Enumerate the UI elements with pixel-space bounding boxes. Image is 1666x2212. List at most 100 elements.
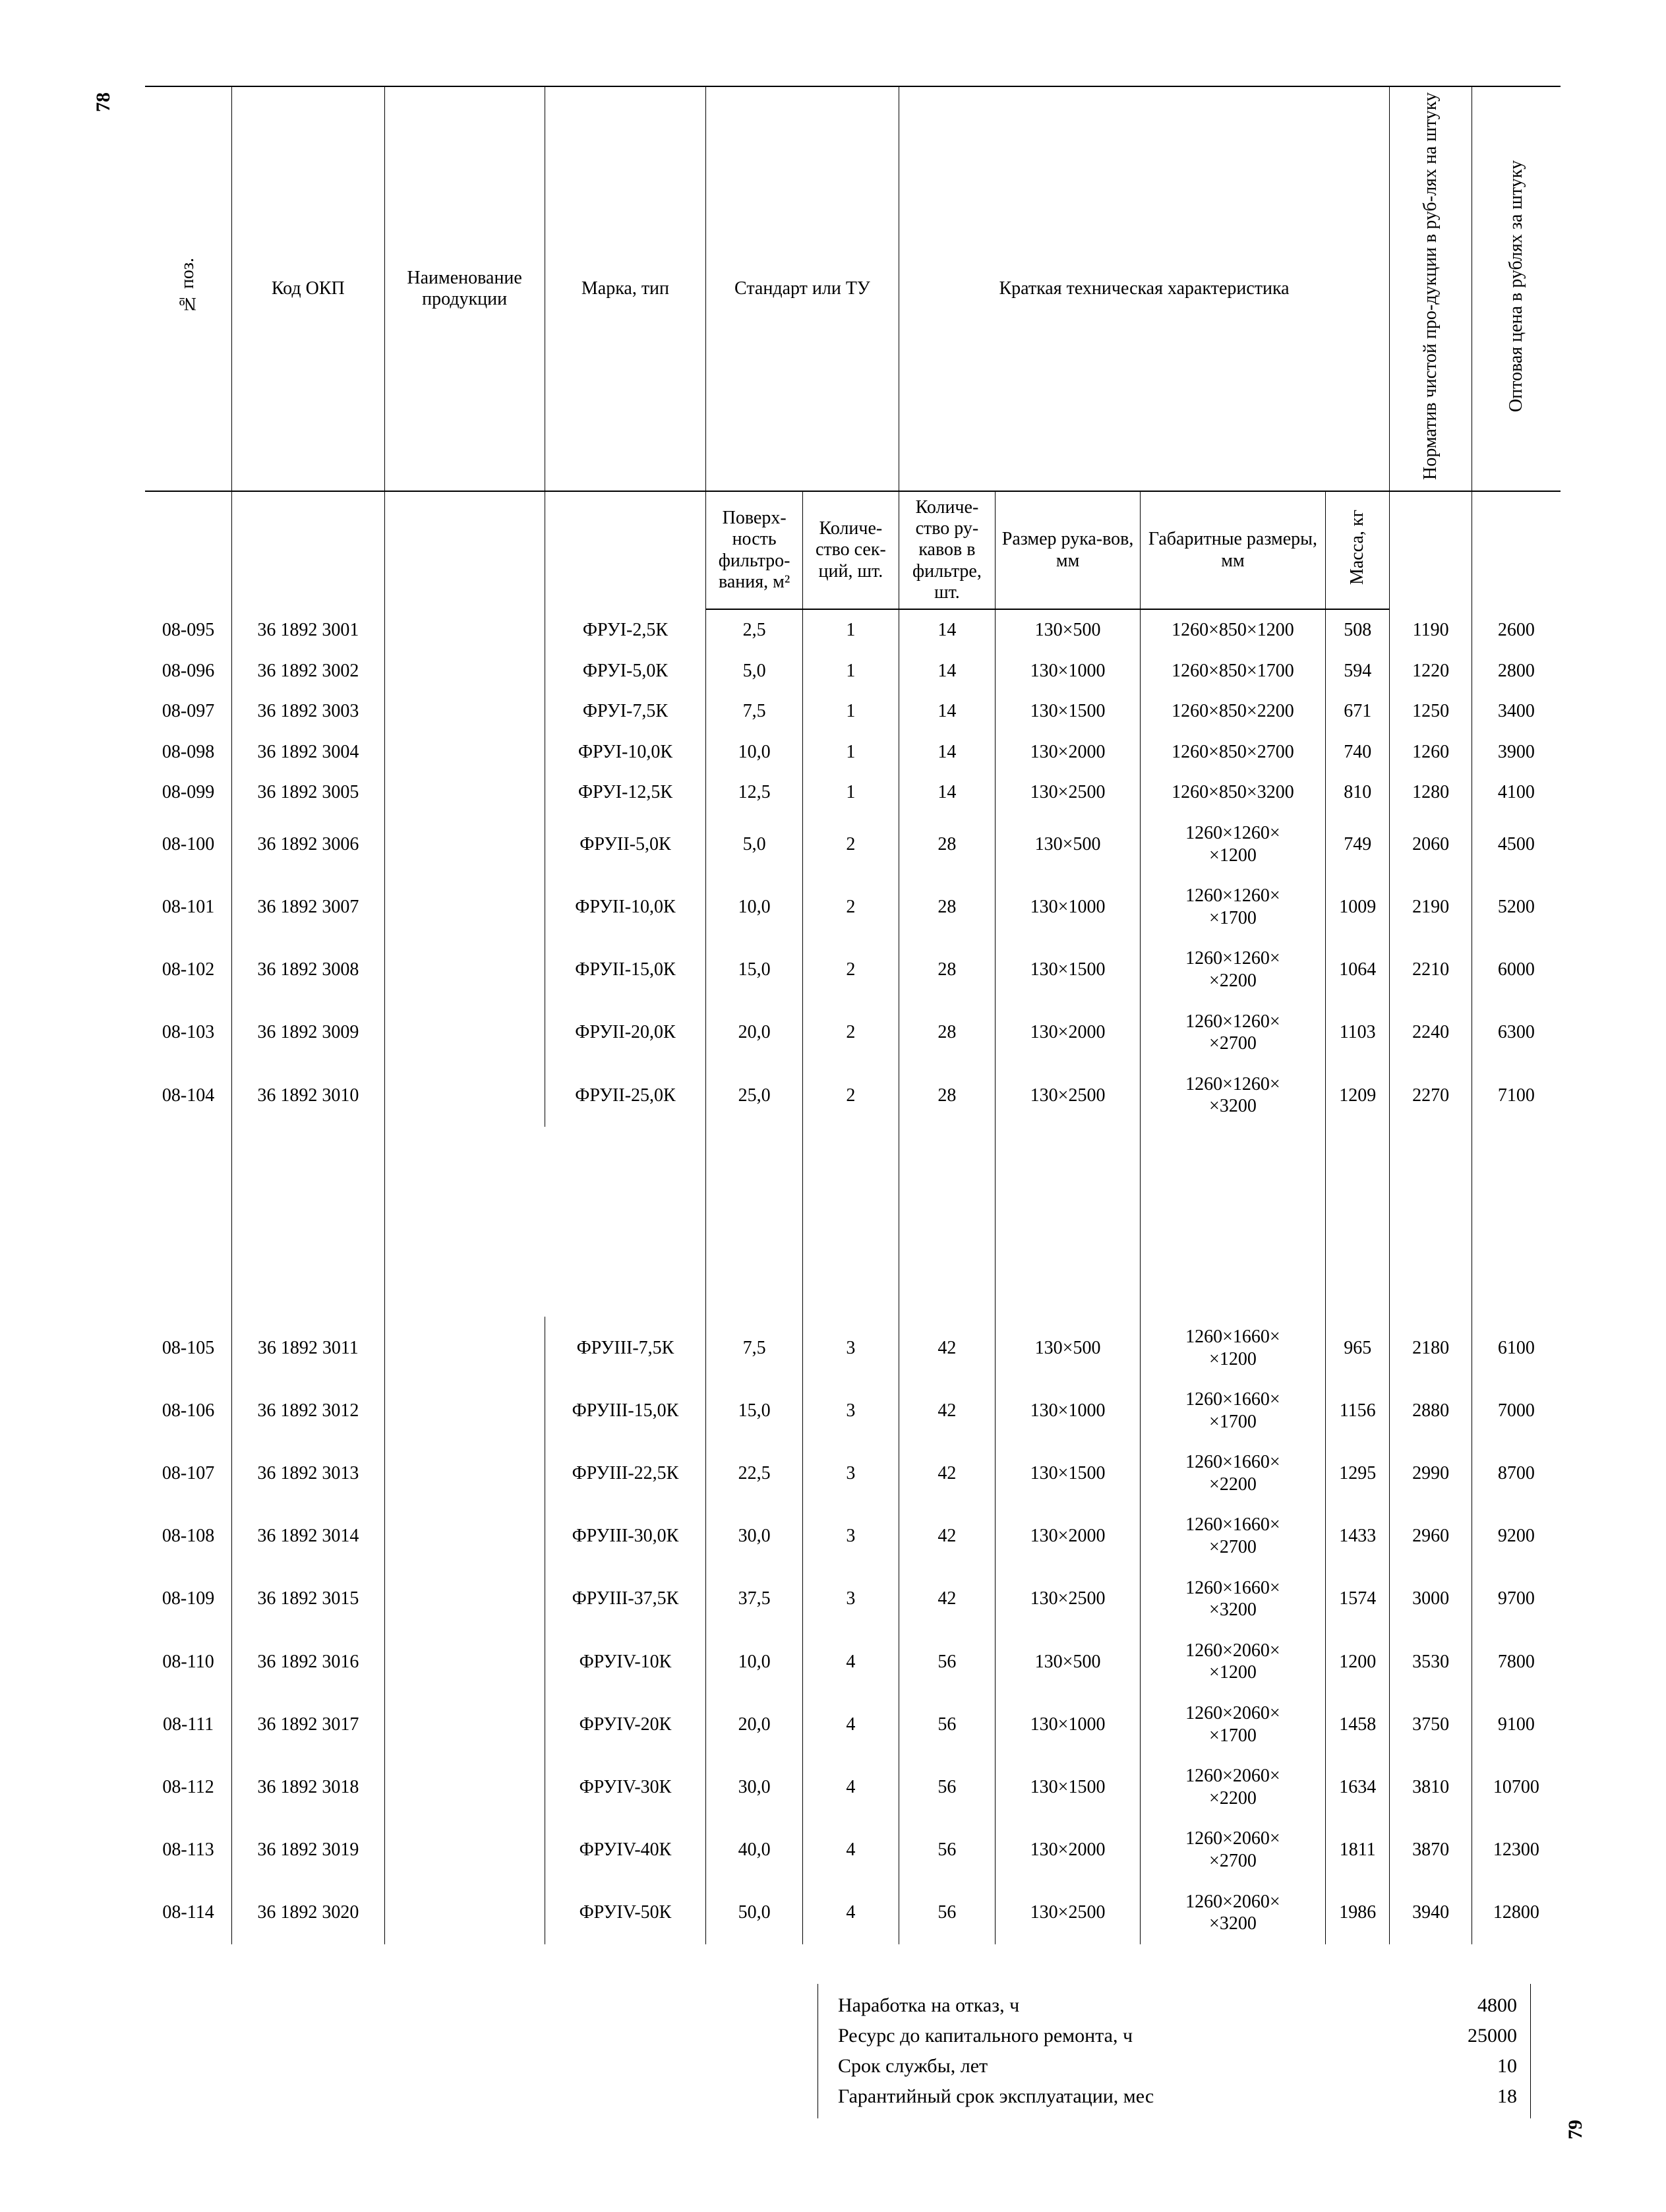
footer-label: Наработка на отказ, ч bbox=[838, 1994, 1019, 2017]
cell-surface: 15,0 bbox=[706, 1379, 803, 1442]
cell-norm: 1280 bbox=[1390, 772, 1472, 813]
cell-mark: ФРУIV-10К bbox=[545, 1630, 705, 1693]
footer-label: Гарантийный срок эксплуатации, мес bbox=[838, 2085, 1154, 2108]
cell-okp: 36 1892 3017 bbox=[232, 1693, 384, 1756]
cell-mass: 1458 bbox=[1325, 1693, 1390, 1756]
cell-pos: 08-114 bbox=[145, 1882, 232, 1944]
cell-mark: ФРУII-25,0К bbox=[545, 1064, 705, 1127]
col-mark: Марка, тип bbox=[545, 86, 705, 491]
table-block-spacer bbox=[145, 1127, 1561, 1317]
cell-mass: 1634 bbox=[1325, 1756, 1390, 1818]
cell-sleeves: 14 bbox=[899, 772, 996, 813]
cell-price: 10700 bbox=[1472, 1756, 1561, 1818]
cell-name bbox=[384, 938, 545, 1001]
cell-norm: 3750 bbox=[1390, 1693, 1472, 1756]
cell-dims: 1260×2060××2700 bbox=[1140, 1818, 1325, 1881]
cell-okp: 36 1892 3007 bbox=[232, 876, 384, 938]
cell-price: 5200 bbox=[1472, 876, 1561, 938]
cell-okp: 36 1892 3005 bbox=[232, 772, 384, 813]
cell-surface: 15,0 bbox=[706, 938, 803, 1001]
cell-sleeves: 28 bbox=[899, 1001, 996, 1064]
cell-mass: 1433 bbox=[1325, 1505, 1390, 1567]
cell-sleeve-size: 130×1500 bbox=[996, 691, 1141, 732]
cell-sleeves: 56 bbox=[899, 1818, 996, 1881]
table-row: 08-10236 1892 3008ФРУII-15,0К15,0228130×… bbox=[145, 938, 1561, 1001]
cell-price: 12300 bbox=[1472, 1818, 1561, 1881]
cell-norm: 2240 bbox=[1390, 1001, 1472, 1064]
cell-sleeve-size: 130×2000 bbox=[996, 732, 1141, 773]
cell-sections: 4 bbox=[803, 1756, 899, 1818]
spec-table: № поз. Код ОКП Наименование продукции Ма… bbox=[145, 86, 1561, 1944]
cell-dims: 1260×2060××2200 bbox=[1140, 1756, 1325, 1818]
footer-row: Наработка на отказ, ч4800 bbox=[838, 1990, 1517, 2021]
cell-mark: ФРУIII-37,5К bbox=[545, 1568, 705, 1630]
cell-surface: 20,0 bbox=[706, 1001, 803, 1064]
cell-pos: 08-105 bbox=[145, 1317, 232, 1379]
cell-mass: 1009 bbox=[1325, 876, 1390, 938]
cell-mass: 1064 bbox=[1325, 938, 1390, 1001]
cell-mark: ФРУI-7,5К bbox=[545, 691, 705, 732]
cell-okp: 36 1892 3014 bbox=[232, 1505, 384, 1567]
footer-specs: Наработка на отказ, ч4800Ресурс до капит… bbox=[818, 1984, 1531, 2118]
cell-dims: 1260×1660××1700 bbox=[1140, 1379, 1325, 1442]
cell-sleeves: 42 bbox=[899, 1379, 996, 1442]
cell-mass: 1156 bbox=[1325, 1379, 1390, 1442]
cell-dims: 1260×1260××3200 bbox=[1140, 1064, 1325, 1127]
table-row: 08-10936 1892 3015ФРУIII-37,5К37,5342130… bbox=[145, 1568, 1561, 1630]
cell-dims: 1260×1660××3200 bbox=[1140, 1568, 1325, 1630]
cell-name bbox=[384, 651, 545, 692]
cell-pos: 08-108 bbox=[145, 1505, 232, 1567]
cell-dims: 1260×2060××1200 bbox=[1140, 1630, 1325, 1693]
cell-okp: 36 1892 3006 bbox=[232, 813, 384, 876]
footer-value: 18 bbox=[1497, 2085, 1517, 2108]
cell-price: 9700 bbox=[1472, 1568, 1561, 1630]
cell-norm: 2210 bbox=[1390, 938, 1472, 1001]
cell-dims: 1260×850×1700 bbox=[1140, 651, 1325, 692]
col-dims: Габаритные размеры, мм bbox=[1140, 491, 1325, 609]
cell-mass: 740 bbox=[1325, 732, 1390, 773]
col-sleeves: Количе-ство ру-кавов в фильтре, шт. bbox=[899, 491, 996, 609]
col-name: Наименование продукции bbox=[384, 86, 545, 491]
cell-okp: 36 1892 3018 bbox=[232, 1756, 384, 1818]
col-standard: Стандарт или ТУ bbox=[706, 86, 899, 491]
cell-surface: 7,5 bbox=[706, 691, 803, 732]
cell-sleeves: 14 bbox=[899, 651, 996, 692]
footer-value: 10 bbox=[1497, 2055, 1517, 2077]
footer-label: Срок службы, лет bbox=[838, 2055, 988, 2077]
cell-name bbox=[384, 691, 545, 732]
cell-mark: ФРУII-15,0К bbox=[545, 938, 705, 1001]
cell-sleeve-size: 130×2500 bbox=[996, 1882, 1141, 1944]
cell-okp: 36 1892 3009 bbox=[232, 1001, 384, 1064]
cell-dims: 1260×1260××1200 bbox=[1140, 813, 1325, 876]
cell-pos: 08-110 bbox=[145, 1630, 232, 1693]
col-pos: № поз. bbox=[145, 86, 232, 491]
cell-sections: 4 bbox=[803, 1630, 899, 1693]
cell-sleeve-size: 130×2500 bbox=[996, 772, 1141, 813]
cell-sections: 1 bbox=[803, 772, 899, 813]
table-row: 08-10536 1892 3011ФРУIII-7,5К7,5342130×5… bbox=[145, 1317, 1561, 1379]
cell-sleeves: 28 bbox=[899, 876, 996, 938]
cell-okp: 36 1892 3016 bbox=[232, 1630, 384, 1693]
cell-sections: 1 bbox=[803, 651, 899, 692]
cell-price: 2600 bbox=[1472, 609, 1561, 651]
cell-sections: 3 bbox=[803, 1568, 899, 1630]
cell-mass: 810 bbox=[1325, 772, 1390, 813]
col-sections: Количе-ство сек-ций, шт. bbox=[803, 491, 899, 609]
cell-mark: ФРУIV-40К bbox=[545, 1818, 705, 1881]
cell-surface: 5,0 bbox=[706, 651, 803, 692]
cell-sleeves: 42 bbox=[899, 1442, 996, 1505]
col-sleeve-size: Размер рука-вов, мм bbox=[996, 491, 1141, 609]
cell-okp: 36 1892 3019 bbox=[232, 1818, 384, 1881]
cell-name bbox=[384, 1818, 545, 1881]
cell-sections: 3 bbox=[803, 1317, 899, 1379]
cell-sleeve-size: 130×1000 bbox=[996, 1693, 1141, 1756]
cell-mark: ФРУIII-15,0К bbox=[545, 1379, 705, 1442]
table-row: 08-10036 1892 3006ФРУII-5,0К5,0228130×50… bbox=[145, 813, 1561, 876]
cell-mass: 965 bbox=[1325, 1317, 1390, 1379]
cell-mass: 1200 bbox=[1325, 1630, 1390, 1693]
cell-pos: 08-101 bbox=[145, 876, 232, 938]
cell-name bbox=[384, 1630, 545, 1693]
col-surface: Поверх-ность фильтро-вания, м² bbox=[706, 491, 803, 609]
cell-sleeves: 56 bbox=[899, 1693, 996, 1756]
cell-price: 7000 bbox=[1472, 1379, 1561, 1442]
